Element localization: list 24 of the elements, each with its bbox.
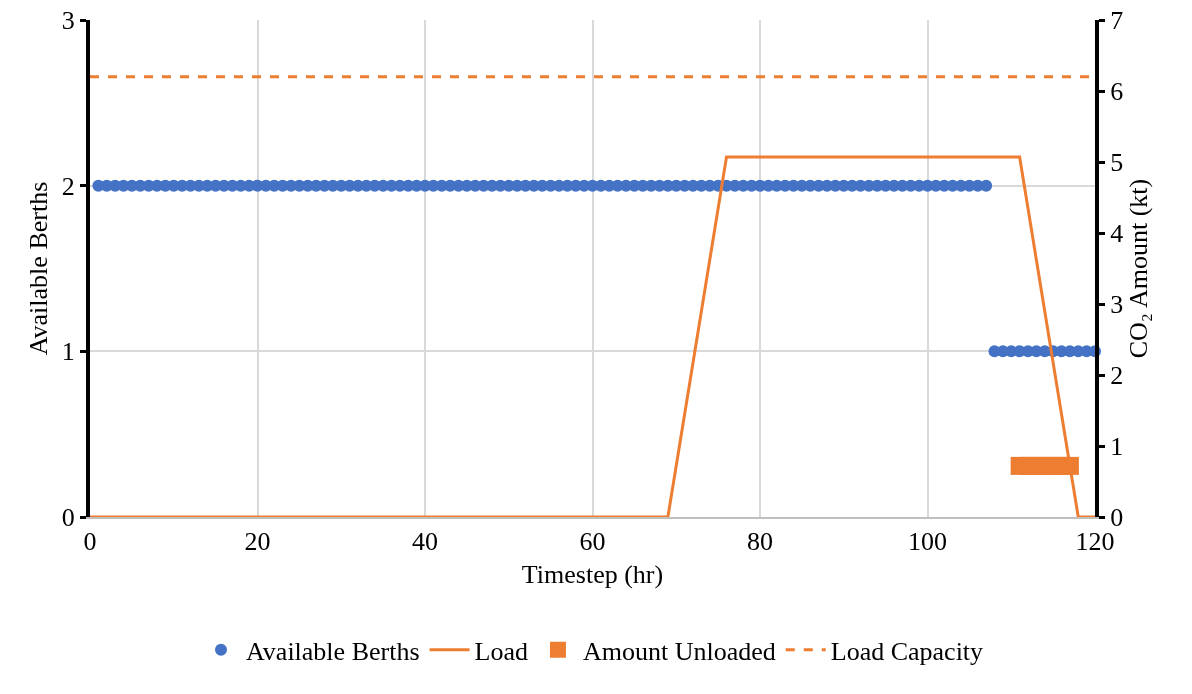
y2-tick-label: 6 [1110, 77, 1124, 107]
y2-tick-label: 4 [1110, 219, 1124, 249]
y-tick-label: 2 [61, 171, 75, 201]
y-axis-title: Available Berths [23, 181, 53, 356]
legend-label: Load [474, 636, 528, 666]
x-tick-label: 80 [747, 527, 773, 557]
x-tick-label: 60 [579, 527, 606, 557]
y2-tick-label: 2 [1110, 361, 1124, 391]
y2-axis-title: CO₂ Amount (kt) [1124, 178, 1154, 359]
y-tick-label: 3 [61, 6, 75, 36]
y2-tick-label: 7 [1110, 6, 1124, 36]
x-tick-label: 20 [244, 527, 271, 557]
legend-label: Available Berths [246, 636, 420, 666]
legend-label: Load Capacity [830, 636, 984, 666]
y-tick-label: 1 [61, 337, 75, 367]
x-axis-title: Timestep (hr) [521, 560, 664, 590]
legend-label: Amount Unloaded [582, 636, 776, 666]
y2-tick-label: 5 [1110, 148, 1124, 178]
x-tick-label: 0 [83, 527, 97, 557]
x-tick-label: 100 [908, 527, 947, 557]
y-tick-label: 0 [61, 503, 75, 533]
y2-tick-label: 3 [1110, 290, 1124, 320]
x-tick-label: 40 [412, 527, 438, 557]
y2-tick-label: 1 [1110, 432, 1124, 462]
